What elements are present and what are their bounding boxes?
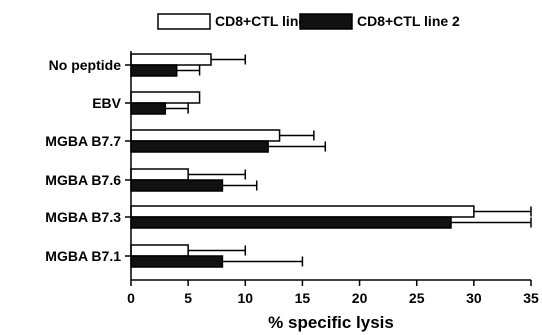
category-label: MGBA B7.3 [45, 209, 121, 225]
bar-1 [130, 205, 475, 218]
x-tick-label: 10 [237, 290, 253, 306]
legend-swatch-1 [157, 13, 211, 30]
bar-2 [130, 179, 224, 192]
bar-1 [130, 53, 212, 66]
legend: CD8+CTL line 1 CD8+CTL line 2 [157, 13, 460, 30]
x-tick-label: 30 [466, 290, 482, 306]
category-label: MGBA B7.7 [45, 133, 121, 149]
bar-2 [130, 102, 167, 115]
x-tick-label: 5 [184, 290, 192, 306]
x-tick-label: 0 [127, 290, 135, 306]
category-label: MGBA B7.6 [45, 172, 121, 188]
legend-label-2: CD8+CTL line 2 [357, 13, 460, 29]
bar-1 [130, 91, 201, 104]
bar-2 [130, 255, 224, 268]
bar-1 [130, 168, 189, 181]
category-label: No peptide [49, 57, 122, 73]
category-label: MGBA B7.1 [45, 248, 121, 264]
bar-1 [130, 244, 189, 257]
legend-label-1: CD8+CTL line 1 [215, 13, 318, 29]
x-tick-label: 15 [295, 290, 311, 306]
x-tick-label: 35 [523, 290, 539, 306]
bar-1 [130, 129, 281, 142]
plot-area: No peptide EBV MGBA B7.7 MGBA B7.6 MGBA B7.3… [45, 51, 539, 306]
x-tick-label: 20 [352, 290, 368, 306]
category-label: EBV [92, 95, 121, 111]
legend-swatch-2 [299, 13, 353, 30]
bar-2 [130, 216, 452, 229]
bar-2 [130, 64, 178, 77]
bar-2 [130, 140, 269, 153]
x-tick-label: 25 [409, 290, 425, 306]
x-axis-title: % specific lysis [268, 313, 394, 332]
